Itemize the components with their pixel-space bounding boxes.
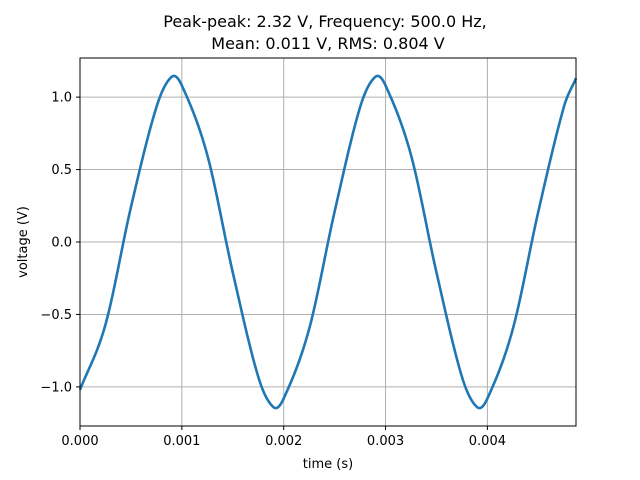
x-tick-label: 0.002 [265, 434, 302, 449]
y-tick-label: 1.0 [51, 91, 72, 106]
x-tick-label: 0.003 [367, 434, 404, 449]
y-tick-label: −0.5 [40, 308, 72, 323]
x-tick-label: 0.000 [61, 434, 98, 449]
x-tick-label: 0.004 [469, 434, 506, 449]
y-axis-label: voltage (V) [16, 206, 31, 278]
grid-lines [79, 58, 576, 426]
x-tick-label: 0.001 [163, 434, 200, 449]
x-axis-label: time (s) [303, 457, 353, 472]
voltage-series-line [78, 74, 578, 410]
chart-title-line-2: Mean: 0.011 V, RMS: 0.804 V [211, 34, 445, 53]
y-tick-label: −1.0 [40, 380, 72, 395]
axis-ticks: 0.000 0.001 0.002 0.003 0.004 −1.0 −0.5 0.0 0.5 1… [40, 91, 506, 449]
y-tick-label: 0.5 [51, 163, 72, 178]
plot-series [78, 74, 578, 410]
y-tick-label: 0.0 [51, 236, 72, 251]
chart-title-line-1: Peak-peak: 2.32 V, Frequency: 500.0 Hz, [163, 12, 487, 31]
